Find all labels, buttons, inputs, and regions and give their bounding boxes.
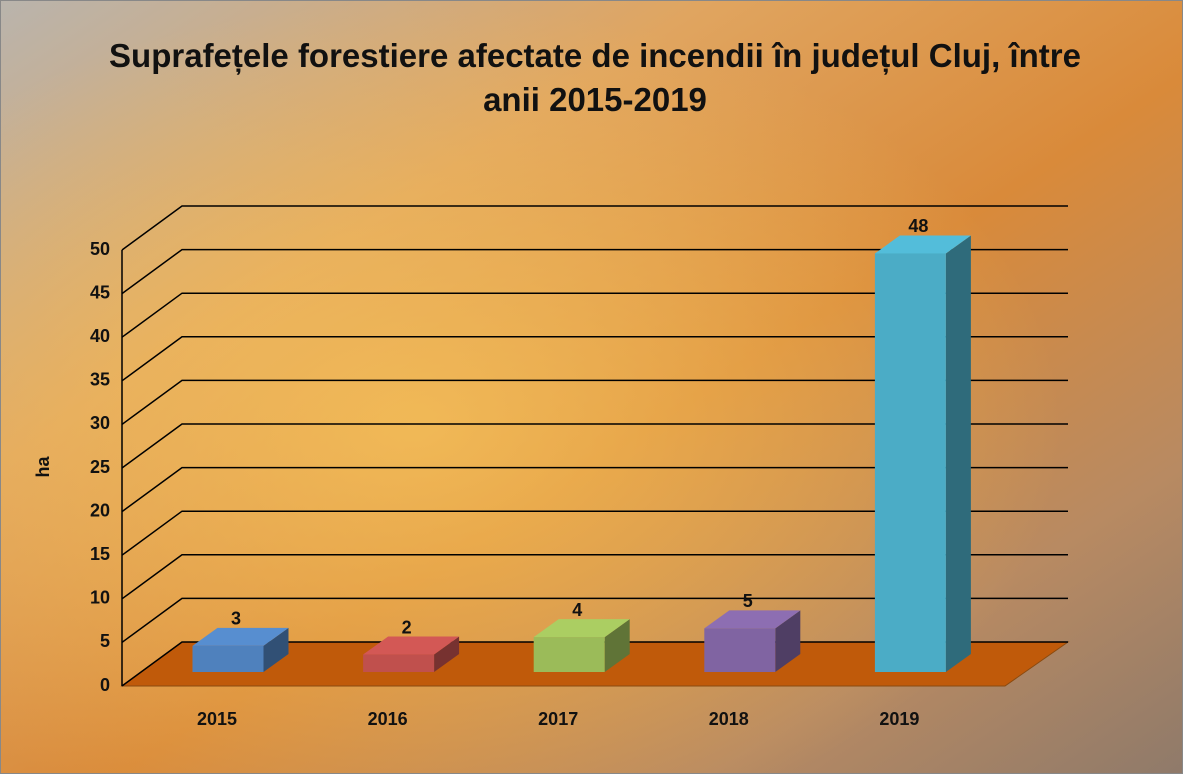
bar xyxy=(533,637,605,672)
bar-side xyxy=(775,610,801,672)
bar-side xyxy=(604,619,630,672)
grid-line xyxy=(121,510,1068,556)
grid-line xyxy=(121,336,1068,382)
y-tick-label: 15 xyxy=(90,544,110,564)
grid-line xyxy=(121,379,1068,426)
data-label: 3 xyxy=(231,609,241,629)
data-label: 48 xyxy=(908,216,928,236)
grid-line xyxy=(121,597,1068,644)
y-tick-label: 30 xyxy=(90,413,110,433)
bar-top xyxy=(874,235,971,254)
data-label: 5 xyxy=(743,591,753,611)
y-tick-label: 45 xyxy=(90,282,110,302)
grid-line xyxy=(121,292,1068,338)
grid-line xyxy=(121,423,1068,469)
bar-top xyxy=(192,627,289,646)
x-tick-label: 2017 xyxy=(538,709,578,729)
data-label: 2 xyxy=(402,617,412,637)
grid-line xyxy=(121,466,1068,513)
x-tick-label: 2015 xyxy=(197,709,237,729)
bar-side xyxy=(263,627,289,672)
y-tick-label: 50 xyxy=(90,239,110,259)
y-tick-label: 40 xyxy=(90,326,110,346)
bar xyxy=(363,654,435,672)
y-tick-label: 10 xyxy=(90,588,110,608)
grid-line xyxy=(121,248,1068,295)
grid-line xyxy=(121,205,1068,251)
y-tick-label: 0 xyxy=(100,675,110,695)
bar-top xyxy=(533,619,630,638)
bar-top xyxy=(704,610,801,629)
bar xyxy=(704,628,776,672)
y-tick-label: 5 xyxy=(100,631,110,651)
y-axis-label: ha xyxy=(33,456,53,478)
bar xyxy=(192,645,264,672)
data-label: 4 xyxy=(572,600,582,620)
y-tick-label: 20 xyxy=(90,500,110,520)
bar xyxy=(874,253,946,672)
x-tick-label: 2018 xyxy=(709,709,749,729)
grid-line xyxy=(121,554,1068,600)
y-tick-label: 25 xyxy=(90,457,110,477)
bar-side xyxy=(434,636,460,672)
y-tick-label: 35 xyxy=(90,370,110,390)
bar-side xyxy=(945,235,971,672)
bar-top xyxy=(363,636,460,655)
chart-title: Suprafețele forestiere afectate de incen… xyxy=(109,37,1081,118)
x-tick-label: 2019 xyxy=(879,709,919,729)
x-tick-label: 2016 xyxy=(368,709,408,729)
